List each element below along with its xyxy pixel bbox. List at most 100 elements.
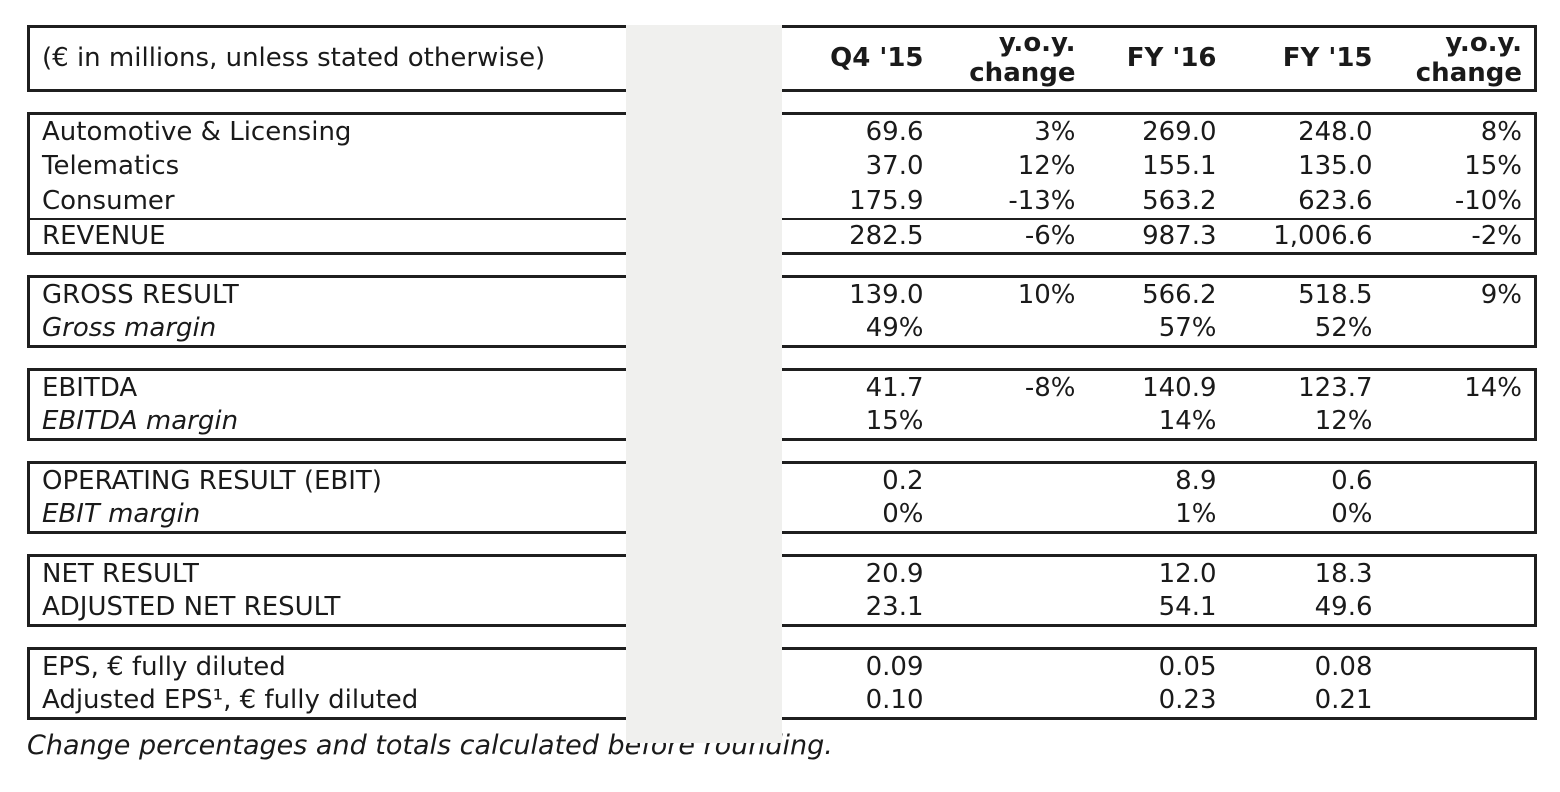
cell-fy-16: 987.3 (1087, 217, 1229, 254)
row-label: EBITDA margin (42, 406, 239, 437)
table-row: ADJUSTED NET RESULT 11.3 23.1 54.1 49.6 (29, 591, 1536, 626)
revenue-block: Automotive & Licensing 71.7 69.6 3% 269.… (27, 112, 1537, 255)
cell-fy-16: 140.9 (1142, 372, 1217, 403)
row-label: Telematics (42, 151, 180, 181)
cell-yoy-fullyear: 14% (1464, 372, 1522, 403)
rounding-footnote: Change percentages and totals calculated… (27, 730, 833, 761)
cell-yoy-fullyear (1385, 498, 1536, 533)
cell-q4-15: 41.7 (865, 372, 924, 403)
cell-yoy-quarter (936, 556, 1088, 591)
ebit-block: OPERATING RESULT (EBIT) -0.5 0.2 8.9 0.6… (27, 461, 1537, 534)
cell-fy-15: 49.6 (1314, 592, 1373, 623)
cell-yoy-fullyear: -2% (1384, 217, 1536, 254)
cell-fy-16: 8.9 (1175, 465, 1217, 496)
table-row: EPS, € fully diluted -0.02 0.09 0.05 0.0… (29, 649, 1536, 684)
cell-yoy-quarter (936, 463, 1088, 498)
cell-fy-16: 57% (1158, 313, 1217, 344)
cell-yoy-fullyear (1385, 684, 1536, 719)
cell-fy-15: 518.5 (1298, 279, 1373, 310)
cell-fy-16: 14% (1158, 406, 1217, 437)
cell-fy-15: 52% (1314, 313, 1373, 344)
cell-q4-15: 69.6 (865, 116, 924, 147)
cell-fy-15: 12% (1314, 406, 1373, 437)
row-label: Adjusted EPS¹, € fully diluted (42, 685, 419, 716)
cell-fy-15: 1,006.6 (1228, 217, 1385, 254)
col-header-yoy-fullyear: y.o.y. change (1415, 28, 1522, 88)
col-header-yoy-quarter: y.o.y. change (969, 28, 1076, 88)
cell-q4-15: 0% (882, 499, 924, 530)
cell-yoy-quarter: -8% (1024, 372, 1076, 403)
cell-yoy-fullyear (1385, 405, 1536, 440)
header-row-table: (€ in millions, unless stated otherwise)… (27, 25, 1537, 92)
q4-16-highlight-band (626, 25, 782, 743)
cell-yoy-fullyear (1385, 312, 1536, 347)
col-header-fy-16: FY '16 (1126, 42, 1217, 73)
row-label: EBITDA (42, 372, 138, 403)
cell-yoy-fullyear: 9% (1480, 279, 1522, 310)
cell-fy-15: 248.0 (1298, 116, 1373, 147)
cell-yoy-fullyear: -10% (1454, 185, 1522, 216)
cell-fy-15: 623.6 (1298, 185, 1373, 216)
table-row: Consumer 152.3 175.9 -13% 563.2 623.6 -1… (29, 184, 1536, 219)
col-header-q4-15: Q4 '15 (830, 42, 924, 73)
row-label: EBIT margin (42, 499, 201, 530)
table-row-revenue-total: REVENUE 265.6 282.5 -6% 987.3 1,006.6 -2… (28, 217, 1536, 254)
eps-block: EPS, € fully diluted -0.02 0.09 0.05 0.0… (27, 647, 1537, 720)
cell-q4-15: 0.09 (865, 651, 924, 682)
table-row: Automotive & Licensing 71.7 69.6 3% 269.… (29, 114, 1536, 149)
cell-yoy-fullyear (1385, 591, 1536, 626)
cell-fy-16: 155.1 (1142, 151, 1217, 181)
cell-fy-16: 0.05 (1158, 651, 1217, 682)
cell-fy-16: 54.1 (1158, 592, 1217, 623)
cell-yoy-fullyear: 15% (1464, 151, 1522, 181)
row-label: Gross margin (42, 313, 217, 344)
cell-fy-15: 123.7 (1298, 372, 1373, 403)
header-row: (€ in millions, unless stated otherwise)… (29, 27, 1536, 91)
cell-fy-16: 1% (1175, 499, 1217, 530)
cell-fy-16: 563.2 (1142, 185, 1217, 216)
table-row-margin: EBIT margin 0% 0% 1% 0% (29, 498, 1536, 533)
cell-yoy-quarter: 3% (1034, 116, 1076, 147)
cell-yoy-quarter: 10% (1017, 279, 1076, 310)
cell-q4-15: 15% (865, 406, 924, 437)
cell-yoy-quarter (936, 684, 1088, 719)
cell-q4-15: 0.10 (865, 685, 924, 716)
cell-yoy-quarter: -13% (1008, 185, 1076, 216)
table-row: GROSS RESULT 153.0 139.0 10% 566.2 518.5… (29, 277, 1536, 312)
cell-yoy-fullyear (1385, 463, 1536, 498)
cell-q4-15: 20.9 (865, 558, 924, 589)
cell-yoy-fullyear (1385, 649, 1536, 684)
row-label: ADJUSTED NET RESULT (42, 592, 341, 623)
cell-yoy-quarter (936, 591, 1088, 626)
table-row: EBITDA 38.6 41.7 -8% 140.9 123.7 14% (29, 370, 1536, 405)
cell-yoy-quarter (936, 498, 1088, 533)
cell-q4-15: 282.5 (783, 217, 936, 254)
row-label: EPS, € fully diluted (42, 651, 286, 682)
table-row-margin: Gross margin 58% 49% 57% 52% (29, 312, 1536, 347)
row-label: NET RESULT (42, 558, 199, 589)
cell-q4-15: 175.9 (849, 185, 924, 216)
row-label: REVENUE (28, 217, 628, 254)
cell-fy-16: 0.23 (1158, 685, 1217, 716)
cell-yoy-fullyear: 8% (1480, 116, 1522, 147)
cell-fy-15: 0.08 (1314, 651, 1373, 682)
cell-yoy-quarter (936, 312, 1088, 347)
table-row: OPERATING RESULT (EBIT) -0.5 0.2 8.9 0.6 (29, 463, 1536, 498)
cell-fy-15: 18.3 (1314, 558, 1373, 589)
cell-fy-15: 0.21 (1314, 685, 1373, 716)
cell-q4-15: 23.1 (865, 592, 924, 623)
row-label: GROSS RESULT (42, 279, 239, 310)
cell-q4-15: 0.2 (882, 465, 924, 496)
row-label: Consumer (42, 185, 175, 216)
cell-q4-15: 37.0 (865, 151, 924, 181)
unit-note: (€ in millions, unless stated otherwise) (42, 42, 546, 73)
ebitda-block: EBITDA 38.6 41.7 -8% 140.9 123.7 14% EBI… (27, 368, 1537, 441)
cell-fy-16: 566.2 (1142, 279, 1217, 310)
cell-fy-16: 12.0 (1158, 558, 1217, 589)
row-label: Automotive & Licensing (42, 116, 352, 147)
cell-yoy-quarter (936, 405, 1088, 440)
gross-result-block: GROSS RESULT 153.0 139.0 10% 566.2 518.5… (27, 275, 1537, 348)
cell-fy-15: 135.0 (1298, 151, 1373, 181)
cell-fy-15: 0% (1331, 499, 1373, 530)
